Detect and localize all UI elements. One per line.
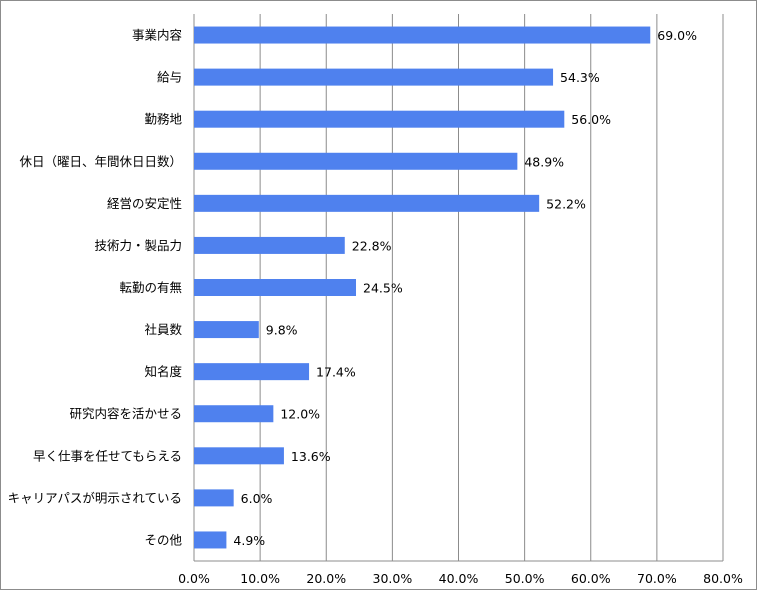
value-label: 9.8% bbox=[266, 323, 298, 338]
bar bbox=[194, 236, 345, 254]
bar bbox=[194, 110, 565, 128]
x-tick-label: 0.0% bbox=[178, 571, 210, 586]
bar bbox=[194, 279, 357, 296]
value-label: 56.0% bbox=[571, 112, 611, 127]
category-label: 勤務地 bbox=[144, 112, 182, 127]
value-label: 12.0% bbox=[280, 407, 320, 422]
value-label: 54.3% bbox=[560, 70, 600, 85]
category-label: 知名度 bbox=[144, 364, 182, 379]
category-label: 転勤の有無 bbox=[119, 280, 182, 295]
value-label: 17.4% bbox=[316, 365, 356, 380]
category-label: キャリアパスが明示されている bbox=[8, 490, 182, 505]
value-label: 24.5% bbox=[363, 281, 403, 296]
bar bbox=[194, 26, 651, 44]
bar bbox=[194, 405, 274, 423]
x-tick-label: 70.0% bbox=[637, 571, 677, 586]
value-label: 52.2% bbox=[546, 196, 586, 211]
value-labels: 69.0% 54.3% 56.0% 48.9% 52.2% 22.8% 24.5% 9.8% 1… bbox=[233, 28, 697, 548]
x-tick-label: 10.0% bbox=[240, 571, 280, 586]
value-label: 69.0% bbox=[657, 28, 697, 43]
x-axis-ticks: 0.0% 10.0% 20.0% 30.0% 40.0% 50.0% 60.0% 70.0% 8… bbox=[178, 571, 743, 586]
bar bbox=[194, 363, 310, 381]
category-label: その他 bbox=[144, 532, 182, 547]
bar bbox=[194, 321, 259, 339]
bar bbox=[194, 489, 234, 507]
category-label: 休日（曜日、年間休日日数） bbox=[19, 154, 182, 169]
category-label: 研究内容を活かせる bbox=[69, 406, 182, 421]
category-label: 給与 bbox=[157, 70, 182, 85]
x-tick-label: 40.0% bbox=[439, 571, 479, 586]
gridlines bbox=[193, 14, 724, 562]
value-label: 48.9% bbox=[524, 154, 564, 169]
x-tick-label: 50.0% bbox=[505, 571, 545, 586]
x-tick-label: 80.0% bbox=[703, 571, 743, 586]
category-label: 技術力・製品力 bbox=[94, 238, 182, 253]
value-label: 22.8% bbox=[352, 238, 392, 253]
value-label: 6.0% bbox=[241, 491, 273, 506]
x-tick-label: 30.0% bbox=[373, 571, 413, 586]
bar bbox=[194, 531, 227, 549]
x-tick-label: 20.0% bbox=[306, 571, 346, 586]
bars bbox=[194, 26, 651, 549]
category-label: 事業内容 bbox=[132, 28, 182, 43]
category-label: 社員数 bbox=[144, 322, 182, 337]
value-label: 4.9% bbox=[233, 533, 265, 548]
bar bbox=[194, 447, 284, 465]
bar bbox=[194, 194, 540, 212]
value-label: 13.6% bbox=[291, 449, 331, 464]
bar bbox=[194, 152, 518, 170]
category-label: 早く仕事を任せてもらえる bbox=[33, 448, 182, 463]
category-label: 経営の安定性 bbox=[107, 196, 182, 211]
bar bbox=[194, 68, 554, 86]
x-tick-label: 60.0% bbox=[571, 571, 611, 586]
